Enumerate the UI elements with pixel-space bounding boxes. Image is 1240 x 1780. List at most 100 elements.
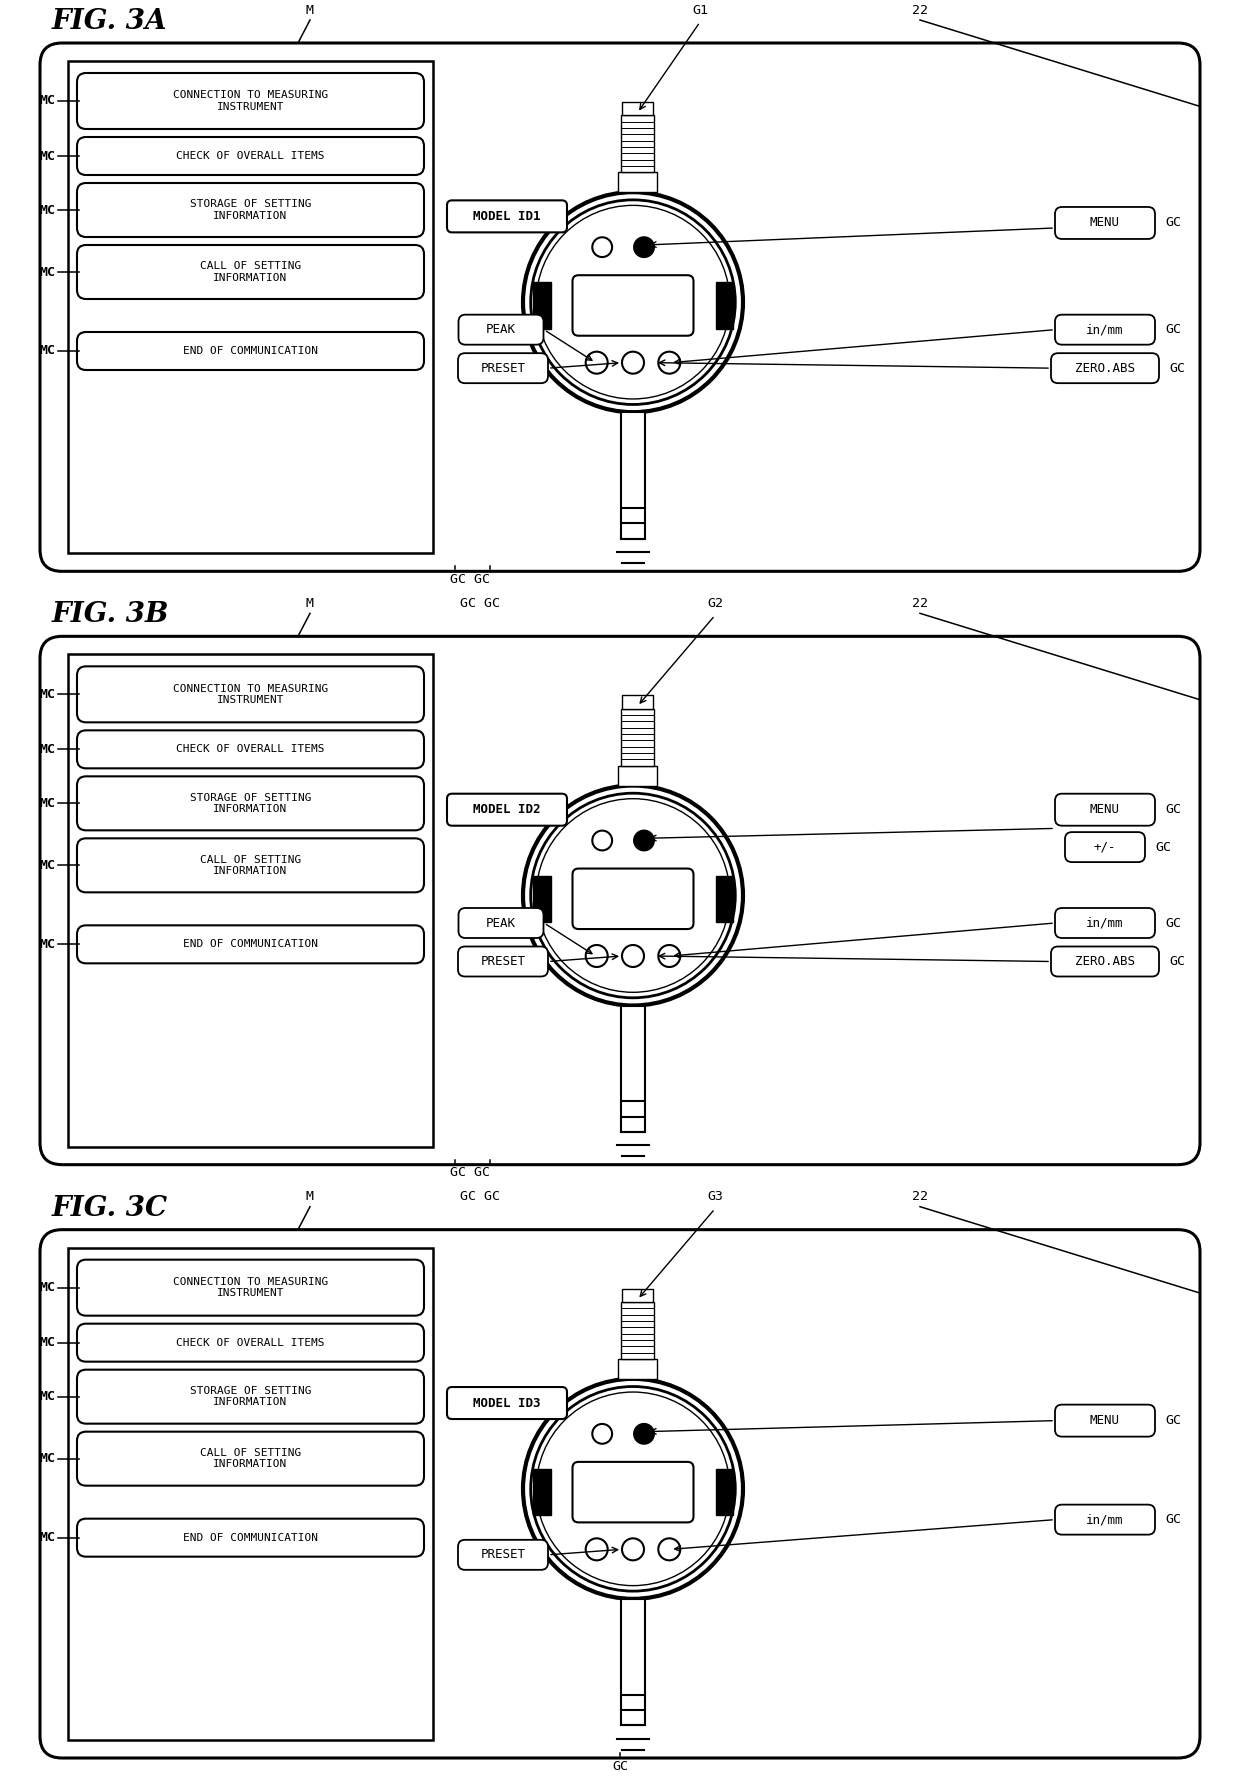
Circle shape bbox=[523, 1380, 743, 1598]
FancyBboxPatch shape bbox=[1052, 352, 1159, 383]
Text: GC: GC bbox=[1166, 217, 1180, 230]
Text: MC: MC bbox=[38, 94, 55, 107]
Text: GC GC: GC GC bbox=[450, 1166, 490, 1178]
Text: MC: MC bbox=[38, 1390, 55, 1403]
Text: CALL OF SETTING
INFORMATION: CALL OF SETTING INFORMATION bbox=[200, 854, 301, 876]
Bar bbox=[622, 1289, 652, 1301]
FancyBboxPatch shape bbox=[573, 276, 693, 336]
Text: in/mm: in/mm bbox=[1086, 324, 1123, 336]
Text: GC: GC bbox=[1154, 840, 1171, 854]
Text: MC: MC bbox=[38, 858, 55, 872]
FancyBboxPatch shape bbox=[458, 1540, 548, 1570]
FancyBboxPatch shape bbox=[459, 908, 543, 938]
Text: GC GC: GC GC bbox=[460, 1191, 500, 1203]
Text: PEAK: PEAK bbox=[486, 324, 516, 336]
Text: MC: MC bbox=[38, 797, 55, 810]
Text: +/-: +/- bbox=[1094, 840, 1116, 854]
FancyBboxPatch shape bbox=[77, 926, 424, 963]
FancyBboxPatch shape bbox=[40, 43, 1200, 571]
Text: STORAGE OF SETTING
INFORMATION: STORAGE OF SETTING INFORMATION bbox=[190, 792, 311, 813]
Bar bbox=[621, 708, 653, 765]
Text: GC GC: GC GC bbox=[460, 596, 500, 611]
Text: CONNECTION TO MEASURING
INSTRUMENT: CONNECTION TO MEASURING INSTRUMENT bbox=[172, 684, 329, 705]
Text: MC: MC bbox=[38, 345, 55, 358]
FancyBboxPatch shape bbox=[77, 73, 424, 128]
FancyBboxPatch shape bbox=[40, 1230, 1200, 1759]
Text: MC: MC bbox=[38, 938, 55, 951]
Text: CHECK OF OVERALL ITEMS: CHECK OF OVERALL ITEMS bbox=[176, 1337, 325, 1347]
Bar bbox=[621, 1598, 645, 1725]
Bar bbox=[68, 61, 433, 554]
Text: MODEL ID1: MODEL ID1 bbox=[474, 210, 541, 222]
FancyBboxPatch shape bbox=[446, 794, 567, 826]
Text: ZERO.ABS: ZERO.ABS bbox=[1075, 361, 1135, 374]
Text: MC: MC bbox=[38, 203, 55, 217]
Text: GC: GC bbox=[1169, 361, 1185, 374]
Text: MC: MC bbox=[38, 1531, 55, 1545]
Bar bbox=[68, 655, 433, 1146]
Circle shape bbox=[523, 192, 743, 413]
FancyBboxPatch shape bbox=[40, 635, 1200, 1164]
Text: GC: GC bbox=[613, 1759, 627, 1773]
Text: MC: MC bbox=[38, 742, 55, 756]
Text: CALL OF SETTING
INFORMATION: CALL OF SETTING INFORMATION bbox=[200, 262, 301, 283]
Text: GC: GC bbox=[1166, 1513, 1180, 1525]
FancyBboxPatch shape bbox=[1055, 1404, 1154, 1436]
FancyBboxPatch shape bbox=[1065, 831, 1145, 862]
Text: G1: G1 bbox=[692, 4, 708, 16]
Text: CHECK OF OVERALL ITEMS: CHECK OF OVERALL ITEMS bbox=[176, 151, 325, 160]
Circle shape bbox=[634, 237, 653, 256]
FancyBboxPatch shape bbox=[1055, 1504, 1154, 1534]
FancyBboxPatch shape bbox=[1055, 908, 1154, 938]
Text: END OF COMMUNICATION: END OF COMMUNICATION bbox=[184, 940, 317, 949]
Text: G2: G2 bbox=[707, 596, 723, 611]
FancyBboxPatch shape bbox=[77, 1324, 424, 1362]
FancyBboxPatch shape bbox=[77, 137, 424, 174]
Bar bbox=[619, 1360, 657, 1380]
Text: 22: 22 bbox=[911, 1191, 928, 1203]
FancyBboxPatch shape bbox=[446, 201, 567, 233]
Text: GC: GC bbox=[1166, 803, 1180, 817]
Text: M: M bbox=[306, 4, 314, 16]
Text: MC: MC bbox=[38, 1452, 55, 1465]
Text: PEAK: PEAK bbox=[486, 917, 516, 929]
Text: MENU: MENU bbox=[1090, 1413, 1120, 1428]
Text: MC: MC bbox=[38, 265, 55, 278]
Text: GC: GC bbox=[1166, 917, 1180, 929]
Text: PRESET: PRESET bbox=[481, 361, 526, 374]
Bar bbox=[533, 1468, 551, 1515]
Text: END OF COMMUNICATION: END OF COMMUNICATION bbox=[184, 345, 317, 356]
FancyBboxPatch shape bbox=[1052, 947, 1159, 977]
FancyBboxPatch shape bbox=[573, 1461, 693, 1522]
Text: M: M bbox=[306, 596, 314, 611]
Text: END OF COMMUNICATION: END OF COMMUNICATION bbox=[184, 1533, 317, 1543]
Text: M: M bbox=[306, 1191, 314, 1203]
Text: PRESET: PRESET bbox=[481, 956, 526, 968]
Text: GC GC: GC GC bbox=[450, 573, 490, 586]
FancyBboxPatch shape bbox=[77, 183, 424, 237]
Text: FIG. 3B: FIG. 3B bbox=[52, 602, 170, 628]
Text: STORAGE OF SETTING
INFORMATION: STORAGE OF SETTING INFORMATION bbox=[190, 199, 311, 221]
FancyBboxPatch shape bbox=[1055, 794, 1154, 826]
Bar bbox=[619, 173, 657, 192]
Text: FIG. 3A: FIG. 3A bbox=[52, 7, 167, 36]
Text: PRESET: PRESET bbox=[481, 1549, 526, 1561]
Text: MODEL ID3: MODEL ID3 bbox=[474, 1397, 541, 1410]
Text: CONNECTION TO MEASURING
INSTRUMENT: CONNECTION TO MEASURING INSTRUMENT bbox=[172, 1276, 329, 1298]
Text: GC: GC bbox=[1166, 1413, 1180, 1428]
Text: MENU: MENU bbox=[1090, 217, 1120, 230]
Text: in/mm: in/mm bbox=[1086, 1513, 1123, 1525]
Bar bbox=[68, 1248, 433, 1741]
Text: 22: 22 bbox=[911, 4, 928, 16]
Text: GC: GC bbox=[1169, 956, 1185, 968]
Text: MENU: MENU bbox=[1090, 803, 1120, 817]
Bar bbox=[621, 116, 653, 173]
Text: GC: GC bbox=[1166, 324, 1180, 336]
FancyBboxPatch shape bbox=[1055, 206, 1154, 239]
Bar bbox=[621, 1301, 653, 1360]
Bar bbox=[533, 283, 551, 329]
Circle shape bbox=[634, 1424, 653, 1444]
Circle shape bbox=[523, 785, 743, 1006]
FancyBboxPatch shape bbox=[77, 1518, 424, 1558]
Text: CONNECTION TO MEASURING
INSTRUMENT: CONNECTION TO MEASURING INSTRUMENT bbox=[172, 91, 329, 112]
